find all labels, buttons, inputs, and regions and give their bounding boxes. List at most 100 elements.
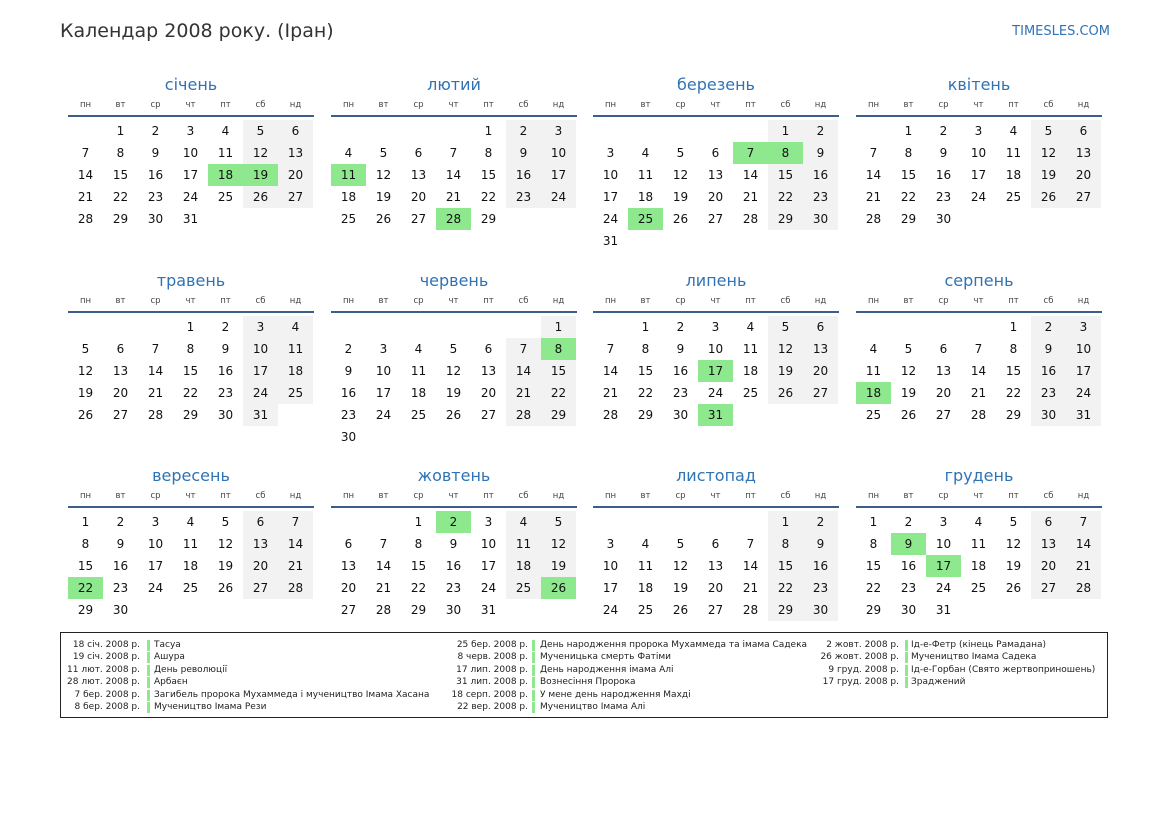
day-cell: 25 [970, 581, 987, 595]
day-cell: 14 [865, 168, 882, 182]
weekday-label: пт [220, 296, 231, 306]
weekend-shade [541, 316, 576, 426]
day-cell: 20 [812, 364, 829, 378]
day-cell: 12 [1005, 537, 1022, 551]
weekday-label: сб [255, 100, 266, 110]
day-cell: 4 [641, 537, 650, 551]
day-cell: 19 [375, 190, 392, 204]
weekday-label: сб [1043, 491, 1054, 501]
day-cell: 5 [554, 515, 563, 529]
holiday-marker [147, 689, 150, 701]
day-cell: 11 [217, 146, 234, 160]
day-cell: 29 [777, 603, 794, 617]
holiday-marker [147, 701, 150, 713]
day-cell: 5 [379, 146, 388, 160]
day-cell: 4 [1009, 124, 1018, 138]
day-cell: 10 [602, 559, 619, 573]
day-cell: 24 [480, 581, 497, 595]
day-cell: 16 [1040, 364, 1057, 378]
day-cell: 5 [256, 124, 265, 138]
site-link[interactable]: TIMESLES.COM [1012, 24, 1110, 39]
day-cell: 6 [414, 146, 423, 160]
holiday-name: Ід-е-Горбан (Свято жертвоприношень) [911, 664, 1096, 675]
holiday-marker [147, 664, 150, 676]
weekday-label: вт [378, 296, 389, 306]
day-cell: 15 [112, 168, 129, 182]
holiday-day-cell: 9 [891, 533, 926, 555]
holiday-marker [905, 640, 908, 651]
day-cell: 8 [484, 146, 493, 160]
holiday-day-cell: 22 [68, 577, 103, 599]
holiday-date: 9 груд. 2008 р. [828, 664, 899, 675]
day-cell: 10 [375, 364, 392, 378]
day-cell: 22 [900, 190, 917, 204]
day-cell: 3 [974, 124, 983, 138]
day-cell: 12 [900, 364, 917, 378]
weekday-label: чт [185, 491, 196, 501]
day-cell: 17 [1075, 364, 1092, 378]
holiday-name: Мучеництво Імама Рези [154, 701, 267, 712]
day-cell: 13 [340, 559, 357, 573]
day-cell: 7 [379, 537, 388, 551]
day-cell: 27 [340, 603, 357, 617]
day-cell: 15 [480, 168, 497, 182]
day-cell: 30 [812, 212, 829, 226]
day-cell: 15 [777, 559, 794, 573]
day-cell: 14 [1075, 537, 1092, 551]
weekday-label: нд [814, 491, 827, 501]
day-cell: 11 [637, 168, 654, 182]
day-cell: 1 [641, 320, 650, 334]
weekday-label: сб [518, 491, 529, 501]
holiday-marker [905, 652, 908, 664]
day-cell: 9 [816, 537, 825, 551]
weekend-shade [768, 120, 803, 230]
weekday-label: пт [1008, 491, 1019, 501]
day-cell: 25 [217, 190, 234, 204]
holiday-day-cell: 18 [208, 164, 243, 186]
weekday-label: ср [413, 296, 424, 306]
day-cell: 16 [900, 559, 917, 573]
day-cell: 14 [445, 168, 462, 182]
weekday-label: чт [185, 100, 196, 110]
day-cell: 11 [865, 364, 882, 378]
holiday-name: Мученицька смерть Фатіми [540, 652, 671, 663]
holiday-date: 11 лют. 2008 р. [67, 664, 140, 675]
day-cell: 18 [1005, 168, 1022, 182]
holiday-marker [532, 689, 535, 701]
day-cell: 29 [182, 408, 199, 422]
day-cell: 13 [812, 342, 829, 356]
holiday-name: Тасуа [154, 640, 181, 650]
weekend-shade [803, 511, 838, 621]
day-cell: 14 [742, 559, 759, 573]
weekday-label: пт [1008, 296, 1019, 306]
day-cell: 23 [147, 190, 164, 204]
day-cell: 17 [182, 168, 199, 182]
day-cell: 7 [291, 515, 300, 529]
weekday-label: чт [710, 296, 721, 306]
day-cell: 25 [287, 386, 304, 400]
weekend-shade [506, 511, 541, 599]
weekday-label: вт [903, 491, 914, 501]
month-divider [856, 506, 1102, 508]
weekday-label: ср [675, 100, 686, 110]
page-title: Календар 2008 року. (Іран) [60, 20, 334, 42]
holiday-date: 25 бер. 2008 р. [456, 640, 528, 650]
day-cell: 19 [672, 581, 689, 595]
day-cell: 3 [1079, 320, 1088, 334]
day-cell: 26 [777, 386, 794, 400]
day-cell: 24 [602, 212, 619, 226]
day-cell: 3 [484, 515, 493, 529]
day-cell: 17 [550, 168, 567, 182]
day-cell: 6 [711, 537, 720, 551]
day-cell: 26 [77, 408, 94, 422]
weekday-label: чт [710, 491, 721, 501]
holiday-date: 28 лют. 2008 р. [67, 677, 140, 688]
day-cell: 23 [672, 386, 689, 400]
holiday-day-cell: 7 [733, 142, 768, 164]
holiday-date: 8 черв. 2008 р. [457, 652, 528, 663]
day-cell: 20 [707, 581, 724, 595]
day-cell: 6 [816, 320, 825, 334]
weekday-label: пн [342, 491, 355, 501]
weekday-label: пн [867, 296, 880, 306]
weekday-label: пт [745, 296, 756, 306]
